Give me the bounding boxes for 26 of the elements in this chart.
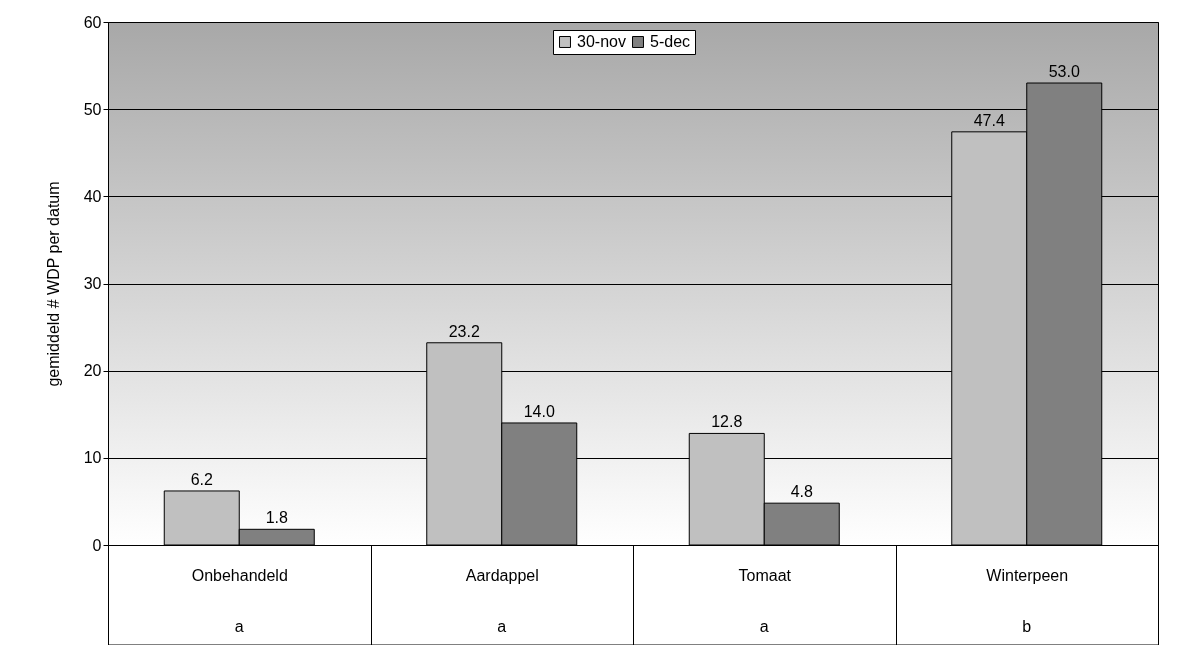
legend-label: 5-dec [650,33,691,50]
text: b [1022,618,1032,635]
data-label: 12.8 [711,413,743,431]
y-tick-label: 30 [83,275,102,292]
y-tick-label: 0 [92,536,102,554]
x-tick-label: Winterpeen [986,566,1069,584]
y-tick-label: 10 [83,449,102,467]
y-axis-title: gemiddeld # WDP per datum [44,181,62,387]
text: a [497,618,507,635]
data-label: 23.2 [448,322,480,340]
text: a [759,618,769,635]
x-tick-label: Onbehandeld [191,566,288,584]
data-label: 47.4 [973,111,1005,129]
x-tick-label: Tomaat [738,566,792,584]
y-tick-label: 40 [83,187,102,205]
text: a [234,618,244,635]
data-label: 4.8 [790,483,813,501]
data-label: 1.8 [265,509,288,527]
data-label: 6.2 [190,470,213,488]
y-tick-label: 60 [83,13,102,31]
data-label: 14.0 [523,402,555,420]
x-tick-label: Aardappel [465,566,539,584]
data-label: 53.0 [1048,63,1080,81]
y-tick-label: 50 [83,100,102,118]
legend-label: 30-nov [577,33,626,50]
y-tick-label: 20 [83,362,102,380]
